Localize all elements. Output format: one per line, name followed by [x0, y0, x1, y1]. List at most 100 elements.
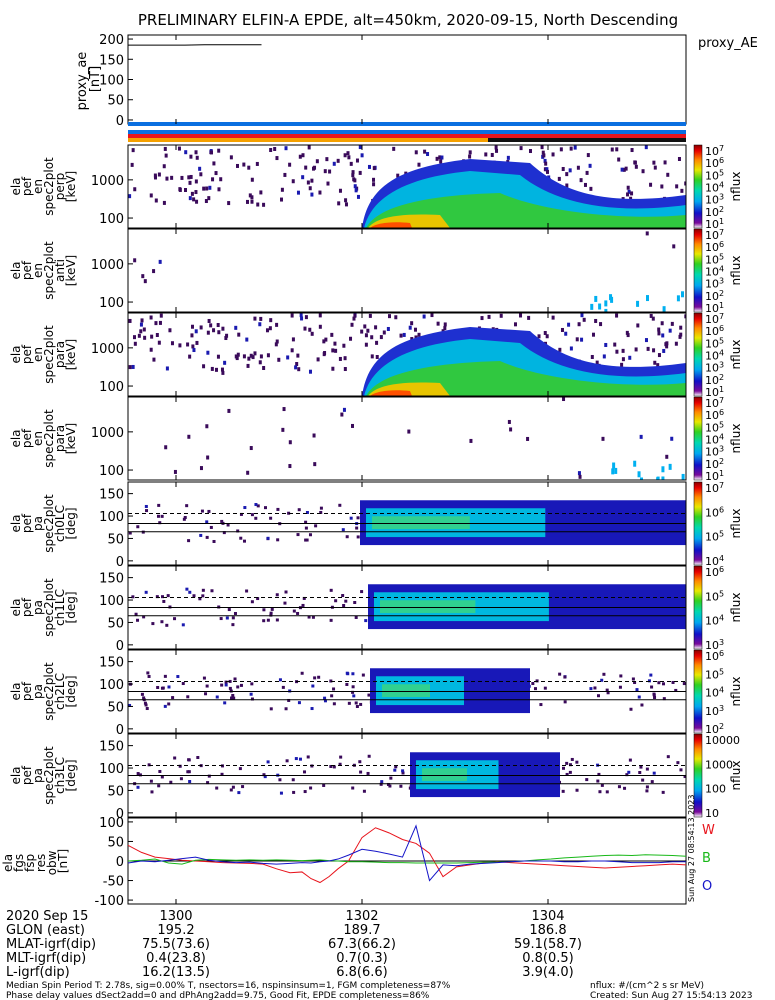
noise-pixel	[249, 446, 253, 451]
noise-pixel	[577, 471, 581, 476]
noise-pixel	[399, 333, 403, 338]
noise-pixel	[202, 186, 206, 191]
noise-pixel	[595, 360, 599, 365]
noise-pixel	[195, 155, 199, 160]
noise-pixel	[156, 514, 160, 518]
colorbar-label: nflux	[729, 593, 743, 623]
panel-ylabel: elapefenspec2plotanti[keV]	[9, 241, 78, 300]
colorbar-tick-label: 104	[705, 686, 724, 700]
noise-pixel	[351, 173, 355, 178]
noise-pixel	[513, 322, 517, 327]
noise-pixel	[217, 187, 221, 192]
noise-pixel	[192, 594, 196, 598]
noise-pixel	[298, 154, 302, 159]
noise-pixel	[323, 699, 327, 703]
noise-pixel	[201, 588, 205, 592]
noise-pixel	[360, 329, 364, 334]
noise-pixel	[173, 469, 177, 474]
flux-pixel	[661, 476, 665, 480]
noise-pixel	[661, 333, 665, 338]
noise-pixel	[207, 318, 211, 323]
noise-pixel	[128, 365, 132, 370]
noise-pixel	[301, 603, 305, 607]
noise-pixel	[565, 172, 569, 177]
noise-pixel	[545, 167, 549, 172]
noise-pixel	[178, 187, 182, 192]
noise-pixel	[313, 676, 317, 680]
noise-pixel	[356, 516, 360, 520]
noise-pixel	[401, 769, 405, 773]
noise-pixel	[312, 433, 316, 438]
spectrogram-image	[128, 313, 686, 396]
noise-pixel	[545, 334, 549, 339]
flux-pixel	[637, 471, 641, 478]
noise-pixel	[638, 771, 642, 775]
noise-pixel	[615, 349, 619, 354]
noise-pixel	[178, 343, 182, 348]
panel-en-para: 1000100elapefenspec2plotpara[keV]1071061…	[9, 312, 743, 399]
noise-pixel	[227, 608, 231, 612]
noise-pixel	[509, 427, 513, 432]
noise-pixel	[266, 618, 270, 622]
noise-pixel	[684, 181, 686, 186]
noise-pixel	[297, 367, 301, 372]
noise-pixel	[294, 365, 298, 370]
noise-pixel	[139, 322, 143, 327]
noise-pixel	[366, 771, 370, 775]
noise-pixel	[307, 615, 311, 619]
noise-pixel	[494, 145, 498, 150]
eph-row-2-label: MLAT-igrf(dip)	[6, 937, 96, 952]
noise-pixel	[604, 342, 608, 347]
noise-pixel	[239, 512, 243, 516]
noise-pixel	[367, 164, 371, 169]
noise-pixel	[568, 770, 572, 774]
flux-pixel	[633, 460, 637, 467]
pa-band-core	[372, 516, 470, 530]
noise-pixel	[212, 539, 216, 543]
noise-pixel	[342, 343, 346, 348]
noise-pixel	[263, 506, 267, 510]
noise-pixel	[304, 520, 308, 524]
noise-pixel	[149, 193, 153, 198]
eph-row-2-v0: 75.5(73.6)	[142, 937, 210, 952]
noise-pixel	[308, 369, 312, 374]
noise-pixel	[159, 313, 163, 318]
noise-pixel	[362, 789, 366, 793]
noise-pixel	[426, 152, 430, 157]
noise-pixel	[309, 786, 313, 790]
noise-pixel	[679, 332, 683, 337]
noise-pixel	[332, 161, 336, 166]
noise-pixel	[189, 154, 193, 159]
noise-pixel	[170, 341, 174, 346]
noise-pixel	[186, 695, 190, 699]
noise-pixel	[653, 165, 657, 170]
noise-pixel	[250, 513, 254, 517]
noise-pixel	[634, 164, 638, 169]
noise-pixel	[225, 333, 229, 338]
noise-pixel	[281, 427, 285, 432]
eph-row-4-label: L-igrf(dip)	[6, 965, 70, 980]
noise-pixel	[291, 778, 295, 782]
noise-pixel	[206, 455, 210, 460]
noise-pixel	[355, 526, 359, 530]
noise-pixel	[652, 771, 656, 775]
noise-pixel	[165, 623, 169, 627]
noise-pixel	[199, 172, 203, 177]
noise-pixel	[137, 333, 141, 338]
noise-pixel	[417, 162, 421, 167]
noise-pixel	[639, 434, 643, 439]
y-tick-label: 0	[116, 639, 124, 654]
noise-pixel	[250, 697, 254, 701]
noise-pixel	[304, 526, 308, 530]
noise-pixel	[269, 611, 273, 615]
noise-pixel	[653, 360, 657, 365]
noise-pixel	[310, 192, 314, 197]
noise-pixel	[288, 162, 292, 167]
noise-pixel	[231, 693, 235, 697]
noise-pixel	[310, 178, 314, 183]
noise-pixel	[224, 336, 228, 341]
panel-ylabel: elapefpaspec2plotch3LC[deg]	[9, 746, 78, 805]
noise-pixel	[443, 322, 447, 327]
y-tick-label: 1000	[91, 258, 124, 273]
